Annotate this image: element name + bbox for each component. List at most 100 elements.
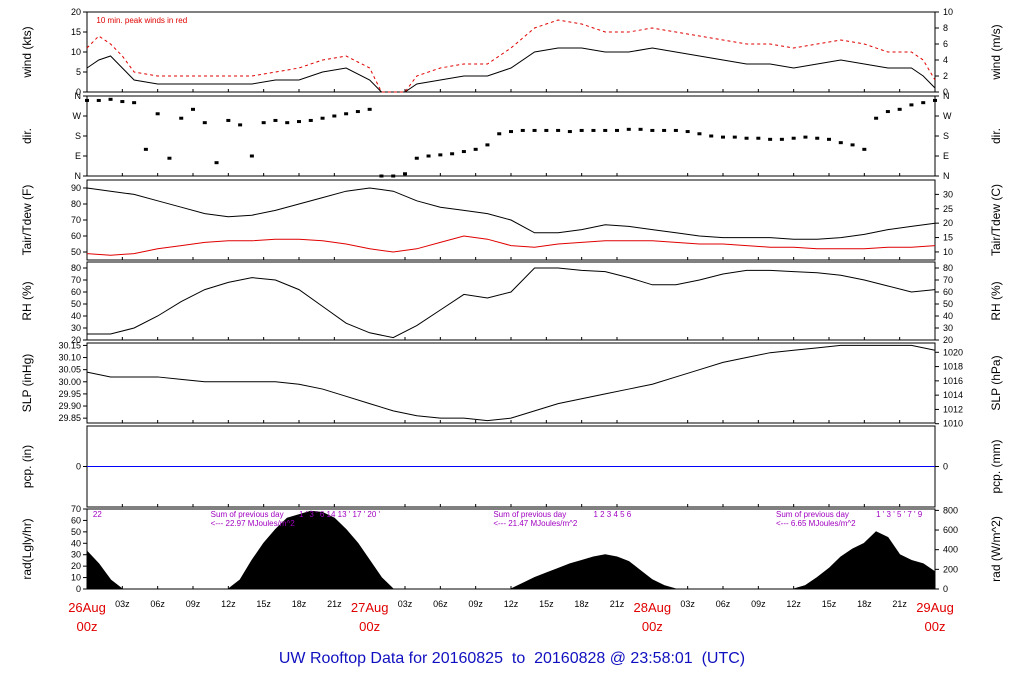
rh-ytick-right-label: 60 [943,287,953,297]
pcp-ylabel-right: pcp. (mm) [989,439,1003,493]
slp-ytick-right-label: 1012 [943,404,963,414]
x-tick-label: 06z [150,599,165,609]
temp-ytick-label: 90 [71,183,81,193]
x-tick-label: 03z [398,599,413,609]
pcp-ytick-label: 0 [76,462,81,472]
rad-ytick-right-label: 400 [943,545,958,555]
temp-ytick-right-label: 25 [943,204,953,214]
dir-point [779,137,784,141]
slp-ytick-right-label: 1014 [943,390,963,400]
dir-point [450,152,455,156]
dir-point [567,130,572,134]
dir-point [897,107,902,111]
pcp-ylabel: pcp. (in) [20,445,34,488]
rh-ytick-label: 50 [71,299,81,309]
rad-panel: 0102030405060700200400600800rad(Lgly/hr)… [20,504,1003,594]
dir-point [214,161,219,165]
dir-point [297,120,301,124]
rad-note: Sum of previous day [493,510,566,519]
dir-point [709,134,714,138]
wind-ytick-right-label: 6 [943,39,948,49]
dir-point [827,137,831,141]
dir-point [344,112,349,116]
wind-ytick-label: 10 [71,47,81,57]
rad-ytick-label: 40 [71,538,81,548]
wind-ytick-label: 5 [76,67,81,77]
dir-point [815,136,820,140]
rad-note: Sum of previous day [776,510,849,519]
rad-note: 1 ' 3 ' 6 14 13 ' 17 ' 20 ' [299,510,381,519]
rad-ytick-right-label: 800 [943,505,958,515]
x-tick-label: 18z [857,599,872,609]
dir-point [426,154,431,158]
dir-point [461,150,466,154]
rh-ytick-right-label: 80 [943,263,953,273]
rad-note: <--- 6.65 MJoules/m^2 [776,519,856,528]
wind-ytick-label: 0 [76,87,81,97]
rad-ytick-label: 30 [71,550,81,560]
slp-ytick-label: 30.15 [58,340,81,350]
dir-point [626,127,631,131]
dir-point [791,136,796,140]
dir-point [143,147,148,151]
slp-ytick-label: 30.10 [58,353,81,363]
x-tick-label: 12z [504,599,519,609]
dir-point [921,101,926,105]
x-tick-label: 15z [822,599,837,609]
wind-ytick-right-label: 8 [943,23,948,33]
dir-ytick-right-label: N [943,91,950,101]
day-label: 27Aug [351,600,389,615]
rad-ytick-label: 60 [71,515,81,525]
dir-point [167,156,172,160]
x-tick-label: 09z [186,599,201,609]
slp-ytick-label: 30.05 [58,365,81,375]
x-tick-label: 21z [610,599,625,609]
day-label: 26Aug [68,600,106,615]
temp-ytick-label: 80 [71,199,81,209]
rad-ytick-right-label: 0 [943,584,948,594]
rad-note: 1 ' 3 ' 5 ' 7 ' 9 [876,510,923,519]
x-axis: 03z 06z 09z 12z 15z 18z 21z 03z 06z 09z 12z 15z 18z 2… [68,599,954,634]
dir-point [756,136,761,140]
dir-point [579,128,584,132]
rh-ytick-label: 20 [71,335,81,345]
x-tick-label: 12z [221,599,236,609]
slp-ytick-right-label: 1020 [943,347,963,357]
wind-frame [86,11,936,93]
dir-point [509,130,513,134]
dir-point [155,112,160,116]
dir-ylabel: dir. [20,128,34,144]
dir-point [379,174,384,178]
rad-ytick-label: 20 [71,561,81,571]
dir-point [367,107,372,111]
dir-point [202,121,207,125]
slp-ylabel: SLP (inHg) [20,354,34,412]
wind-annotation: 10 min. peak winds in red [96,16,187,25]
slp-ytick-label: 29.85 [58,413,81,423]
dir-ytick-label: W [73,111,82,121]
rad-note: <--- 22.97 MJoules/m^2 [211,519,296,528]
rad-ylabel-right: rad (W/m^2) [989,516,1003,582]
dir-ylabel-right: dir. [989,128,1003,144]
dir-point [591,128,596,132]
x-tick-label: 09z [468,599,483,609]
x-tick-label: 09z [751,599,766,609]
day-hour-label: 00z [77,619,98,634]
temp-ylabel: Tair/Tdew (F) [20,185,34,256]
dir-point [662,128,667,132]
wind-series-10-min-peak-winds-in-red [86,19,936,93]
day-label: 29Aug [916,600,954,615]
dir-point [108,97,113,101]
dir-point [933,98,937,102]
rh-ytick-right-label: 50 [943,299,953,309]
slp-series-slp [86,344,936,422]
dir-point [226,118,231,122]
rad-ytick-right-label: 600 [943,525,958,535]
dir-point [838,141,843,145]
rad-area [86,510,936,590]
dir-point [650,128,655,132]
rh-ylabel: RH (%) [20,281,34,320]
dir-point [850,143,855,147]
x-tick-label: 18z [292,599,307,609]
